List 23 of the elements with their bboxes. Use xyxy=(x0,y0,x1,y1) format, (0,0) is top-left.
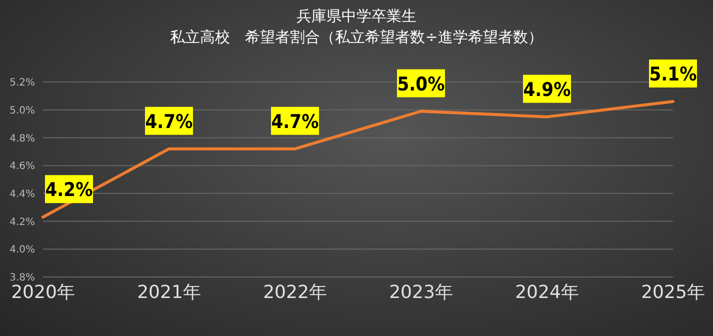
y-tick-label: 4.2% xyxy=(10,216,35,228)
chart-subtitle: 私立高校 希望者割合（私立希望者数÷進学希望者数） xyxy=(169,27,544,48)
y-tick-label: 4.4% xyxy=(10,188,35,200)
data-label: 5.1% xyxy=(649,64,697,86)
line-series xyxy=(42,100,674,219)
y-tick-label: 5.2% xyxy=(10,78,35,89)
data-label: 5.0% xyxy=(397,73,445,96)
y-tick-label: 4.6% xyxy=(10,161,35,172)
x-tick-label: 2021年 xyxy=(137,282,201,303)
x-tick-label: 2022年 xyxy=(263,282,327,303)
data-label: 4.7% xyxy=(271,110,319,133)
data-label: 4.9% xyxy=(523,78,571,101)
y-tick-label: 3.8% xyxy=(10,272,35,284)
x-tick-label: 2025年 xyxy=(641,282,705,303)
x-tick-label: 2020年 xyxy=(11,282,75,303)
y-tick-label: 5.0% xyxy=(10,105,35,116)
data-label: 4.2% xyxy=(45,179,93,202)
x-tick-label: 2024年 xyxy=(515,282,579,303)
data-label: 4.7% xyxy=(145,110,193,133)
y-tick-label: 4.0% xyxy=(10,244,35,256)
x-tick-label: 2023年 xyxy=(389,282,453,303)
y-tick-label: 4.8% xyxy=(10,133,35,144)
chart-title: 兵庫県中学卒業生 xyxy=(296,6,418,27)
